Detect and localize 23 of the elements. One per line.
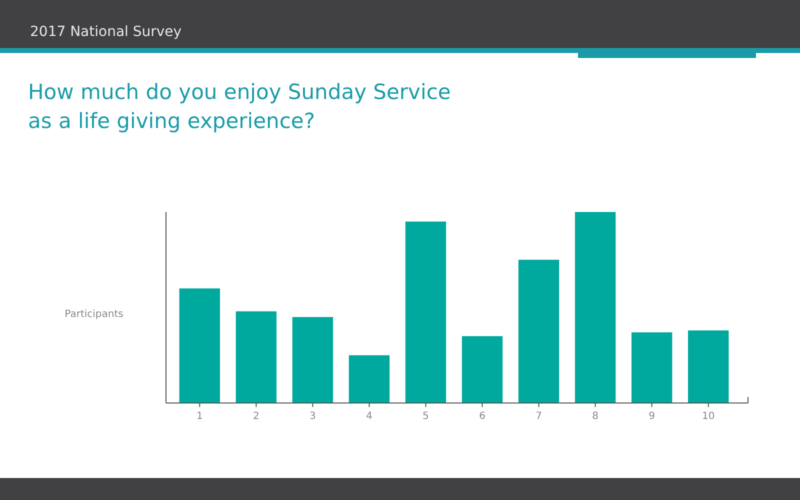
x-tick-label: 6 — [479, 411, 486, 422]
bar — [518, 260, 560, 403]
x-tick-label: 3 — [310, 411, 316, 422]
x-tick-label: 8 — [592, 411, 598, 422]
bar — [462, 336, 503, 403]
x-tick-label: 5 — [422, 411, 429, 422]
bar — [631, 332, 672, 403]
y-axis-title: Participants — [64, 309, 124, 320]
x-tick-label: 7 — [536, 411, 542, 422]
bar — [688, 330, 729, 403]
bar — [236, 311, 277, 403]
x-tick-label: 2 — [252, 411, 260, 422]
x-tick-label: 9 — [648, 411, 656, 422]
bar — [405, 222, 446, 403]
x-tick-label: 4 — [366, 411, 372, 422]
bar — [292, 317, 334, 403]
x-tick-label: 10 — [702, 411, 715, 422]
chart-subtitle: How much do you enjoy Sunday Service as a life giving experience? — [28, 80, 451, 133]
bar — [574, 212, 616, 403]
chart-title: 2017 National Survey — [30, 24, 182, 40]
bar — [348, 355, 390, 403]
bar — [179, 288, 220, 403]
x-tick-label: 1 — [196, 411, 203, 422]
